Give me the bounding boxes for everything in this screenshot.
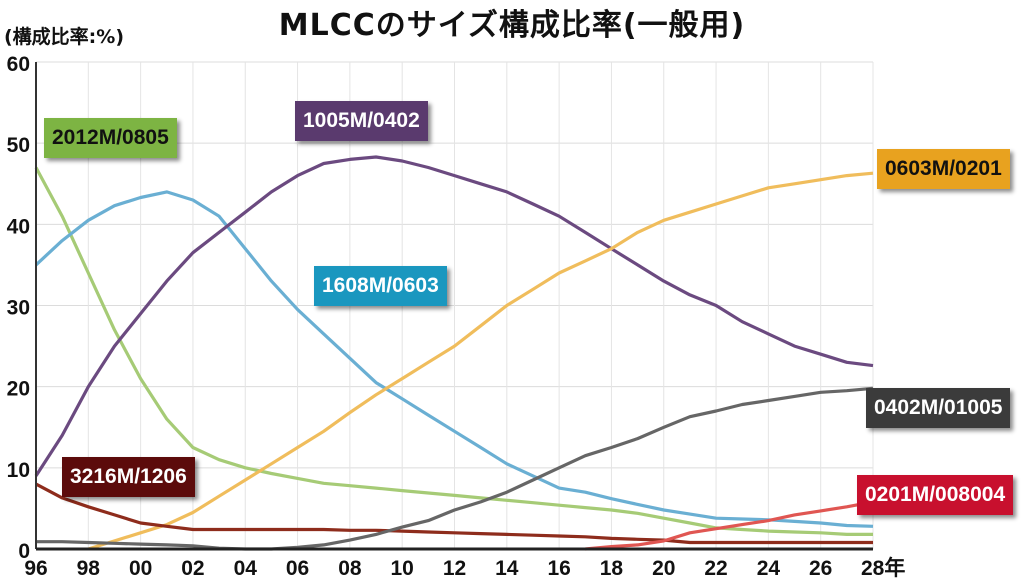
- series-line-0402M: [36, 386, 874, 551]
- series-line-2012M: [34, 166, 873, 536]
- x-tick-label: 12: [443, 557, 466, 580]
- x-tick-label: 20: [652, 557, 675, 580]
- y-tick-label: 50: [7, 134, 30, 157]
- series-line-1005M: [34, 155, 874, 477]
- series-label-0603M: 0603M/0201: [877, 149, 1010, 189]
- x-tick-label: 24: [757, 557, 781, 580]
- x-tick-label: 96: [24, 557, 47, 580]
- x-tick-label: 06: [286, 557, 309, 580]
- series-line-0603M: [87, 171, 874, 551]
- y-tick-label: 0: [18, 540, 30, 563]
- y-axis-label: (構成比率:%): [4, 26, 125, 48]
- series-line-3216M: [35, 482, 873, 545]
- x-tick-label: 16: [547, 557, 570, 580]
- x-tick-label: 18: [600, 557, 624, 580]
- x-tick-label: 28年: [861, 556, 905, 580]
- series-label-1005M: 1005M/0402: [295, 101, 428, 141]
- x-tick-label: 08: [338, 557, 362, 580]
- x-tick-label: 00: [129, 557, 152, 580]
- x-tick-label: 02: [181, 557, 204, 580]
- y-tick-label: 10: [7, 459, 30, 482]
- series-label-3216M: 3216M/1206: [62, 457, 195, 497]
- chart-title: MLCCのサイズ構成比率(一般用): [278, 8, 746, 43]
- y-tick-label: 30: [7, 297, 30, 320]
- series-label-1608M: 1608M/0603: [314, 266, 447, 306]
- y-tick-label: 60: [7, 53, 30, 76]
- x-tick-label: 04: [234, 557, 258, 580]
- y-tick-label: 40: [7, 215, 30, 238]
- x-tick-label: 10: [391, 557, 414, 580]
- x-tick-label: 22: [704, 557, 727, 580]
- series-label-2012M: 2012M/0805: [44, 118, 177, 158]
- series-label-0402M: 0402M/01005: [866, 388, 1011, 428]
- x-tick-label: 98: [77, 557, 101, 580]
- x-tick-label: 26: [809, 557, 832, 580]
- x-tick-label: 14: [495, 557, 519, 580]
- series-label-0201M: 0201M/008004: [857, 475, 1014, 515]
- series-line-0201M: [585, 500, 874, 551]
- series-line-1608M: [34, 190, 874, 528]
- y-tick-label: 20: [7, 378, 30, 401]
